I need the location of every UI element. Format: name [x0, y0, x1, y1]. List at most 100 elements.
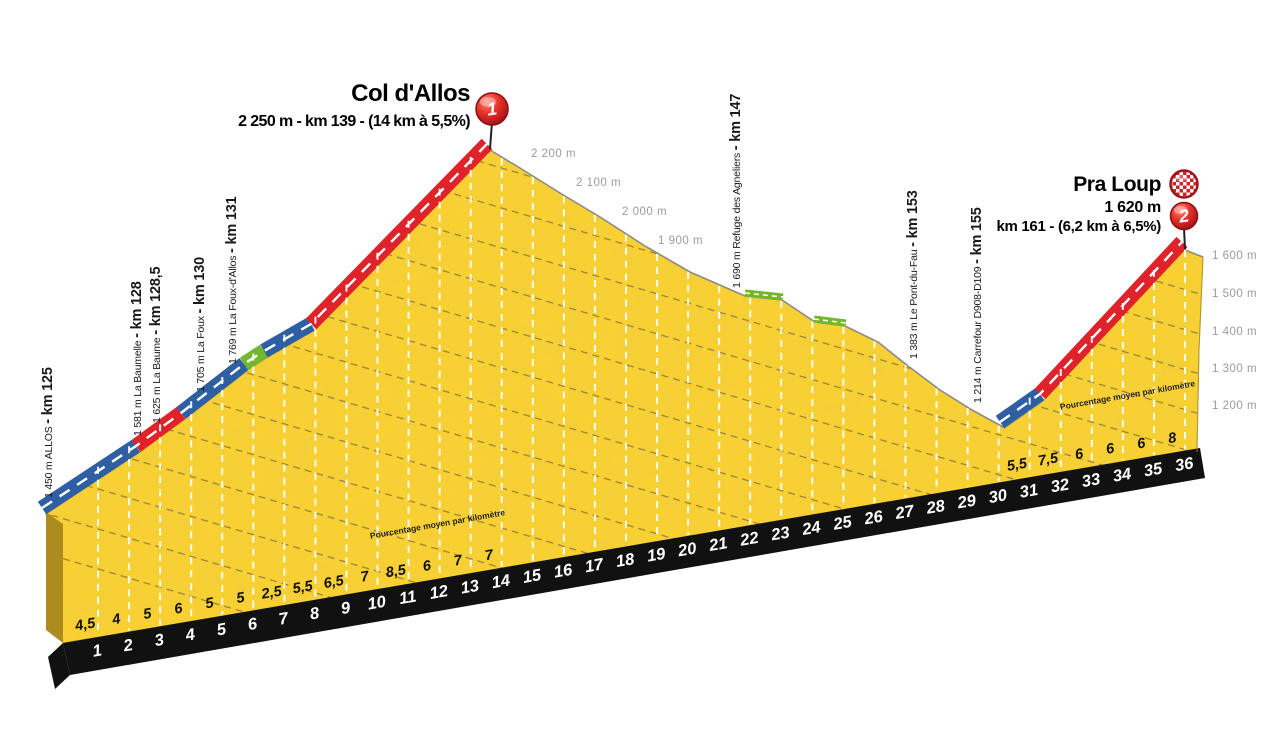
- km-tick-label: 22: [738, 529, 760, 550]
- summit-annotation-pra-loup: Pra Loup 1 620 m km 161 - (6,2 km à 6,5%…: [996, 173, 1161, 235]
- km-tick-label: 34: [1111, 465, 1132, 486]
- km-tick-label: 13: [459, 577, 480, 598]
- summit-2-title: Pra Loup: [1073, 173, 1161, 196]
- km-tick-label: 1: [91, 641, 103, 660]
- summit-badges: 12: [475, 92, 1199, 250]
- elevation-gridline: [46, 150, 1203, 178]
- km-gradient-label: 6,5: [322, 573, 345, 592]
- km-tick-label: 15: [521, 566, 543, 587]
- km-gradient-label: 4: [110, 611, 122, 628]
- waypoint-elevation-name: 1 450 m ALLOS: [43, 424, 55, 498]
- waypoint-label: 1 690 m Refuge des Agneliers - km 147: [728, 94, 744, 288]
- km-tick-label: 20: [676, 539, 699, 560]
- summit-2-details: km 161 - (6,2 km à 6,5%): [996, 218, 1161, 235]
- km-tick-label: 21: [707, 534, 729, 555]
- elevation-marks: 2 200 m 2 100 m 2 000 m 1 900 m 1 600 m 1 500…: [531, 148, 1257, 412]
- waypoint-label: 1 214 m Carrefour D908-D109 - km 155: [969, 207, 985, 403]
- km-tick-label: 18: [615, 550, 637, 571]
- km-tick-label: 25: [831, 513, 854, 534]
- waypoint-label: 1 581 m La Baumelle - km 128: [129, 281, 145, 436]
- km-band-foot: [48, 643, 70, 689]
- km-gradient-label: 6: [1136, 435, 1148, 452]
- km-tick-label: 5: [215, 620, 228, 639]
- waypoint-label: 1 705 m La Foux - km 130: [192, 257, 208, 392]
- km-tick-label: 33: [1080, 470, 1101, 491]
- km-gradient-label: 5: [204, 595, 216, 612]
- km-tick-label: 6: [246, 615, 259, 634]
- km-tick-label: 24: [800, 518, 822, 539]
- km-tick-label: 2: [121, 636, 134, 655]
- km-gradient-label: 6: [1074, 446, 1086, 463]
- km-gradient-label: 5: [142, 606, 154, 623]
- summit-2-elevation: 1 620 m: [1104, 199, 1161, 216]
- badge-highlight: [1173, 205, 1188, 214]
- summit-1-details: 2 250 m - km 139 - (14 km à 5,5%): [238, 113, 470, 130]
- km-tick-label: 16: [552, 561, 574, 582]
- summit-badge-stem: [1183, 227, 1186, 250]
- km-gradient-label: 2,5: [259, 583, 283, 602]
- km-gridlines: [97, 156, 1186, 636]
- km-gradient-label: 6: [1105, 441, 1117, 458]
- waypoint-km: - km 125: [40, 367, 56, 424]
- km-tick-label: 3: [153, 631, 165, 650]
- road-centerline: [41, 143, 488, 510]
- waypoint-km: - km 131: [224, 196, 240, 253]
- waypoint-elevation-name: 1 383 m Le Pont-du-Fau: [908, 247, 920, 359]
- km-tick-label: 26: [862, 507, 885, 528]
- right-edge: [1196, 256, 1204, 453]
- km-tick-label: 7: [277, 609, 290, 628]
- badge-category-1: 1: [475, 92, 509, 126]
- km-tick-label: 19: [646, 545, 668, 566]
- km-tick-label: 32: [1049, 476, 1070, 497]
- road-flat-centerline: [744, 292, 784, 298]
- category-badge-number: 1: [486, 98, 499, 119]
- category-badge-circle: [475, 92, 509, 126]
- finish-flag-icon: [1169, 169, 1199, 199]
- km-gradient-label: 7: [360, 568, 372, 585]
- km-axis-labels: 14,5243546556572,585,596,5107118,5126137…: [73, 430, 1195, 661]
- category-badge-circle: [1169, 201, 1199, 231]
- elevation-mark-label: 1 400 m: [1212, 326, 1257, 338]
- waypoint-elevation-name: 1 690 m Refuge des Agneliers: [731, 150, 743, 288]
- waypoint-km: - km 147: [728, 94, 744, 151]
- badge-highlight: [1174, 174, 1188, 182]
- km-tick-label: 11: [398, 587, 418, 608]
- category-badge-number: 2: [1177, 205, 1191, 226]
- elevation-mark-label: 1 300 m: [1212, 363, 1257, 375]
- summit-1-title: Col d'Allos: [351, 80, 470, 107]
- waypoint-elevation-name: 1 581 m La Baumelle: [132, 338, 144, 436]
- waypoint-km: - km 130: [192, 257, 208, 314]
- waypoint-labels: 1 450 m ALLOS - km 125 1 581 m La Baumell…: [40, 94, 985, 498]
- summit-annotation-col-allos: Col d'Allos 2 250 m - km 139 - (14 km à …: [238, 80, 471, 130]
- km-gradient-label: 5,5: [1006, 456, 1029, 475]
- km-tick-label: 17: [584, 555, 606, 576]
- waypoint-label: 1 383 m Le Pont-du-Fau - km 153: [905, 190, 921, 359]
- elevation-gridline: [46, 150, 1203, 218]
- km-gradient-label: 4,5: [73, 615, 97, 634]
- finish-checker-badge: [1169, 169, 1199, 199]
- km-band: [63, 448, 1205, 675]
- waypoint-elevation-name: 1 214 m Carrefour D908-D109: [972, 264, 984, 403]
- profile-side-face: [46, 512, 63, 643]
- km-gradient-label: 7: [484, 547, 496, 564]
- waypoint-km: - km 153: [905, 190, 921, 247]
- km-tick-label: 4: [183, 625, 196, 644]
- km-tick-label: 27: [893, 502, 916, 523]
- km-tick-label: 10: [366, 593, 388, 614]
- summit-badge-stem: [489, 121, 493, 150]
- km-tick-label: 8: [309, 604, 322, 623]
- waypoint-label: 1 769 m La Foux-d'Allos - km 131: [224, 196, 240, 364]
- km-tick-label: 35: [1143, 459, 1165, 480]
- elevation-mark-label: 1 900 m: [658, 235, 703, 247]
- km-tick-label: 28: [924, 497, 947, 518]
- km-gradient-label: 5,5: [291, 578, 314, 597]
- km-gradient-label: 5: [235, 590, 247, 607]
- km-gradient-label: 6: [173, 600, 185, 617]
- km-tick-label: 9: [340, 599, 353, 618]
- km-gradient-label: 8,5: [385, 562, 408, 581]
- km-tick-label: 29: [955, 491, 978, 512]
- elevation-mark-label: 1 600 m: [1212, 250, 1257, 262]
- km-tick-label: 30: [987, 486, 1009, 507]
